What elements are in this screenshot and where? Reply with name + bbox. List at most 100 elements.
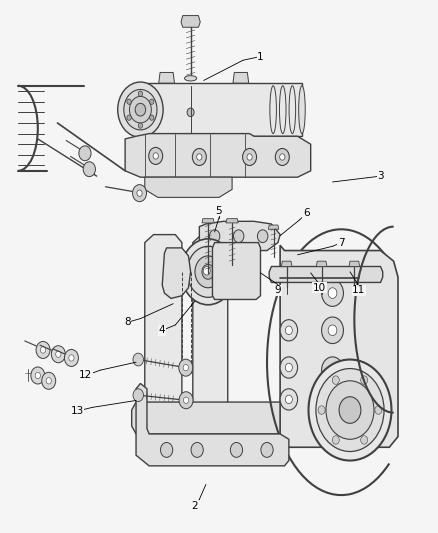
Circle shape — [127, 99, 131, 104]
Circle shape — [149, 115, 154, 120]
Circle shape — [258, 230, 268, 243]
Polygon shape — [145, 235, 182, 450]
Circle shape — [79, 146, 91, 161]
Circle shape — [328, 288, 337, 298]
Circle shape — [328, 365, 337, 375]
Circle shape — [203, 266, 210, 275]
Circle shape — [280, 320, 297, 341]
Circle shape — [308, 360, 392, 461]
Circle shape — [124, 90, 157, 130]
Circle shape — [137, 190, 142, 196]
Circle shape — [327, 367, 338, 379]
Circle shape — [127, 115, 131, 120]
Circle shape — [31, 367, 45, 384]
Circle shape — [35, 372, 40, 378]
Circle shape — [42, 372, 56, 389]
Text: 12: 12 — [79, 370, 92, 381]
Circle shape — [360, 435, 367, 444]
Circle shape — [64, 350, 78, 367]
Polygon shape — [212, 243, 261, 300]
Circle shape — [184, 397, 189, 403]
Circle shape — [153, 153, 158, 159]
Polygon shape — [269, 266, 383, 282]
Polygon shape — [159, 72, 174, 83]
Circle shape — [276, 149, 289, 165]
Circle shape — [133, 184, 147, 201]
Circle shape — [179, 392, 193, 409]
Circle shape — [195, 256, 221, 288]
Circle shape — [51, 346, 65, 363]
Circle shape — [197, 154, 202, 160]
Circle shape — [375, 406, 382, 414]
Polygon shape — [202, 219, 214, 223]
Circle shape — [181, 239, 235, 305]
Circle shape — [192, 149, 206, 165]
Text: 13: 13 — [71, 406, 84, 416]
Circle shape — [332, 435, 339, 444]
Circle shape — [320, 332, 345, 361]
Polygon shape — [145, 177, 232, 197]
Text: 7: 7 — [338, 238, 345, 247]
Circle shape — [130, 96, 151, 123]
Polygon shape — [193, 235, 228, 450]
Circle shape — [327, 393, 338, 406]
Circle shape — [36, 342, 50, 359]
Text: 3: 3 — [377, 171, 384, 181]
Polygon shape — [316, 261, 327, 266]
Circle shape — [328, 402, 337, 413]
Circle shape — [321, 357, 343, 383]
Circle shape — [320, 384, 345, 414]
Circle shape — [138, 123, 143, 128]
Circle shape — [191, 442, 203, 457]
Circle shape — [179, 359, 193, 376]
Circle shape — [280, 357, 297, 378]
Polygon shape — [125, 134, 311, 177]
Circle shape — [138, 91, 143, 96]
Circle shape — [243, 149, 257, 165]
Circle shape — [133, 353, 144, 366]
Circle shape — [320, 305, 345, 335]
Circle shape — [328, 325, 337, 336]
Text: 5: 5 — [215, 206, 223, 216]
Circle shape — [149, 148, 162, 165]
Circle shape — [360, 376, 367, 384]
Circle shape — [247, 154, 252, 160]
Circle shape — [339, 397, 361, 423]
Circle shape — [280, 389, 297, 410]
Circle shape — [160, 442, 173, 457]
Polygon shape — [136, 83, 302, 136]
Polygon shape — [282, 261, 292, 266]
Text: 1: 1 — [257, 52, 264, 61]
Text: 4: 4 — [159, 325, 166, 335]
Text: 2: 2 — [192, 500, 198, 511]
Circle shape — [233, 230, 244, 243]
Polygon shape — [233, 72, 249, 83]
Polygon shape — [162, 248, 191, 298]
Circle shape — [326, 381, 374, 439]
Polygon shape — [199, 221, 280, 251]
Circle shape — [321, 280, 343, 306]
Circle shape — [327, 313, 338, 326]
Polygon shape — [136, 383, 289, 466]
Circle shape — [83, 162, 95, 176]
Circle shape — [187, 108, 194, 117]
Text: 9: 9 — [275, 286, 281, 295]
Circle shape — [209, 230, 220, 243]
Polygon shape — [349, 261, 360, 266]
Circle shape — [321, 394, 343, 421]
Circle shape — [316, 368, 384, 451]
Circle shape — [286, 395, 292, 403]
Circle shape — [56, 351, 61, 358]
Circle shape — [321, 317, 343, 344]
Circle shape — [183, 365, 188, 371]
Circle shape — [46, 377, 51, 384]
Polygon shape — [268, 225, 279, 229]
Circle shape — [320, 358, 345, 387]
Circle shape — [332, 376, 339, 384]
Circle shape — [135, 103, 146, 116]
Circle shape — [280, 154, 285, 160]
Text: 10: 10 — [313, 283, 326, 293]
Circle shape — [286, 364, 292, 372]
Circle shape — [133, 389, 144, 401]
Circle shape — [149, 99, 154, 104]
